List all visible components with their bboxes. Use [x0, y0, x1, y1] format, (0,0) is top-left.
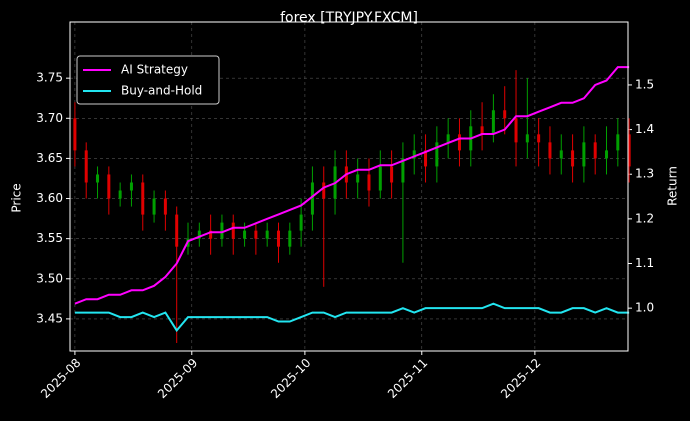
y-tick-label: 3.50: [36, 271, 63, 285]
x-tick-label: 2025-11: [385, 356, 430, 401]
candle-body: [514, 118, 518, 143]
candle-body: [299, 214, 303, 231]
chart-title: forex [TRYJPY.FXCM]: [280, 10, 418, 26]
candle-body: [107, 174, 111, 199]
candle-body: [129, 182, 133, 191]
candle-body: [254, 230, 258, 239]
series-line: [74, 66, 630, 305]
candle-body: [96, 174, 100, 183]
candle-body: [152, 198, 156, 215]
y2-tick-label: 1.1: [635, 256, 654, 270]
legend-box: [76, 55, 220, 105]
candle-body: [559, 150, 563, 159]
candle-body: [163, 198, 167, 215]
x-tick-label: 2025-12: [498, 356, 543, 401]
candle-body: [537, 134, 541, 143]
candle-body: [197, 230, 201, 239]
candle-body: [616, 134, 620, 151]
candle-body: [548, 142, 552, 159]
y2-tick-label: 1.4: [635, 122, 654, 136]
y-tick-label: 3.65: [36, 151, 63, 165]
y2-tick-label: 1.5: [635, 77, 654, 91]
candle-body: [276, 230, 280, 247]
x-tick-label: 2025-08: [38, 356, 83, 401]
candle-body: [457, 134, 461, 151]
y-tick-label: 3.75: [36, 71, 63, 85]
candle-body: [412, 150, 416, 159]
y2-tick-label: 1.3: [635, 167, 654, 181]
candle-body: [322, 182, 326, 199]
candle-body: [582, 142, 586, 167]
x-tick-label: 2025-10: [268, 356, 313, 401]
y-axis-label: Price: [10, 183, 24, 212]
candle-body: [175, 214, 179, 247]
candle-body: [310, 182, 314, 215]
candle-body: [525, 134, 529, 143]
legend-label: AI Strategy: [121, 63, 188, 77]
legend: AI Strategy Buy-and-Hold: [76, 55, 220, 105]
x-tick-label: 2025-09: [155, 356, 200, 401]
candle-body: [73, 118, 77, 151]
y2-tick-label: 1.2: [635, 211, 654, 225]
legend-label: Buy-and-Hold: [121, 84, 202, 98]
y2-axis-label: Return: [666, 166, 680, 206]
candle-body: [141, 182, 145, 215]
candle-body: [401, 158, 405, 183]
candle-body: [605, 150, 609, 159]
candle-body: [231, 222, 235, 239]
candle-body: [446, 134, 450, 143]
series-line: [74, 302, 630, 333]
candle-body: [593, 142, 597, 159]
candle-body: [220, 222, 224, 239]
y-tick-label: 3.45: [36, 311, 63, 325]
candle-body: [356, 174, 360, 183]
candle-body: [424, 150, 428, 167]
y2-tick-label: 1.0: [635, 301, 654, 315]
plot-frame: [69, 21, 629, 352]
candle-body: [84, 150, 88, 183]
candle-body: [288, 230, 292, 247]
candle-body: [627, 134, 631, 167]
candle-body: [480, 126, 484, 135]
candle-body: [571, 150, 575, 167]
candle-body: [435, 142, 439, 167]
candle-body: [367, 174, 371, 191]
y-tick-label: 3.55: [36, 231, 63, 245]
y-tick-label: 3.60: [36, 191, 63, 205]
candle-body: [378, 166, 382, 191]
candle-body: [118, 190, 122, 199]
y-tick-label: 3.70: [36, 111, 63, 125]
candle-body: [491, 110, 495, 135]
candle-body: [265, 230, 269, 239]
candle-body: [243, 230, 247, 239]
candle-body: [503, 110, 507, 119]
candle-body: [209, 230, 213, 239]
candle-body: [390, 166, 394, 183]
